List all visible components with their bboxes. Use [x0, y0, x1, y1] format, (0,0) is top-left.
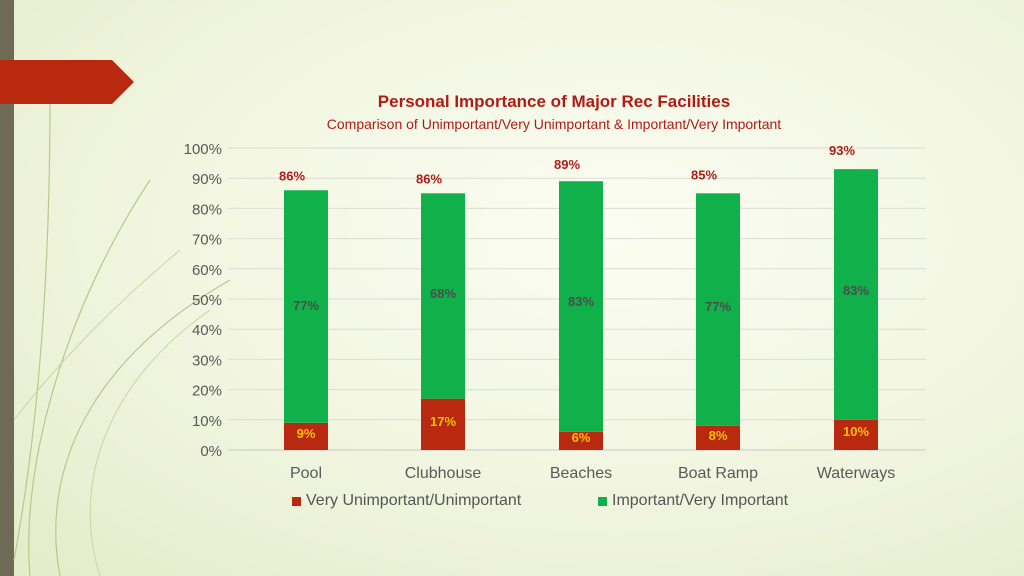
x-category-label: Pool	[290, 465, 322, 482]
y-tick-label: 80%	[192, 201, 222, 218]
bar-unimportant	[421, 398, 465, 450]
bar-important	[696, 193, 740, 426]
left-accent-bar	[0, 0, 14, 576]
legend-swatch-important	[598, 496, 607, 506]
y-tick-label: 20%	[192, 383, 222, 400]
data-label-important: 77%	[705, 299, 731, 314]
legend-label-important: Important/Very Important	[612, 492, 789, 509]
y-tick-label: 60%	[192, 262, 222, 279]
y-tick-label: 10%	[192, 413, 222, 430]
y-tick-label: 70%	[192, 232, 222, 249]
data-label-unimportant: 6%	[572, 430, 591, 445]
x-category-label: Clubhouse	[405, 465, 482, 482]
legend-label-unimportant: Very Unimportant/Unimportant	[306, 492, 522, 509]
total-label: 89%	[554, 157, 580, 172]
data-label-unimportant: 8%	[709, 428, 728, 443]
data-label-unimportant: 10%	[843, 424, 869, 439]
x-category-label: Beaches	[550, 465, 612, 482]
legend-swatch-unimportant	[292, 496, 301, 506]
bar-unimportant	[834, 419, 878, 450]
data-label-unimportant: 17%	[430, 414, 456, 429]
chart-legend: Very Unimportant/Unimportant Important/V…	[0, 492, 1024, 512]
bar-unimportant	[696, 425, 740, 450]
data-label-important: 83%	[843, 283, 869, 298]
chart-subtitle: Comparison of Unimportant/Very Unimporta…	[326, 116, 782, 132]
data-label-important: 77%	[293, 298, 319, 313]
data-label-unimportant: 9%	[297, 426, 316, 441]
decorative-swirl-lines	[13, 99, 231, 576]
y-tick-label: 0%	[200, 443, 222, 460]
x-category-label: Boat Ramp	[678, 465, 758, 482]
bar-unimportant	[284, 422, 328, 450]
y-tick-label: 30%	[192, 352, 222, 369]
bar-important	[284, 190, 328, 423]
total-label: 86%	[279, 168, 305, 183]
y-tick-label: 100%	[184, 141, 222, 158]
total-label: 86%	[416, 171, 442, 186]
bar-unimportant	[559, 431, 603, 450]
chart-title: Personal Importance of Major Rec Facilit…	[377, 92, 731, 111]
bar-important	[834, 169, 878, 420]
total-label: 85%	[691, 167, 717, 182]
y-tick-label: 50%	[192, 292, 222, 309]
x-category-label: Waterways	[817, 465, 896, 482]
legend-item-important: Important/Very Important	[598, 492, 788, 510]
data-label-important: 68%	[430, 286, 456, 301]
title-arrow-tab	[0, 60, 134, 104]
data-label-important: 83%	[568, 294, 594, 309]
y-tick-label: 90%	[192, 171, 222, 188]
bar-important	[559, 181, 603, 432]
bar-important	[421, 193, 465, 399]
total-label: 93%	[829, 143, 855, 158]
y-tick-label: 40%	[192, 322, 222, 339]
legend-item-unimportant: Very Unimportant/Unimportant	[292, 492, 521, 510]
